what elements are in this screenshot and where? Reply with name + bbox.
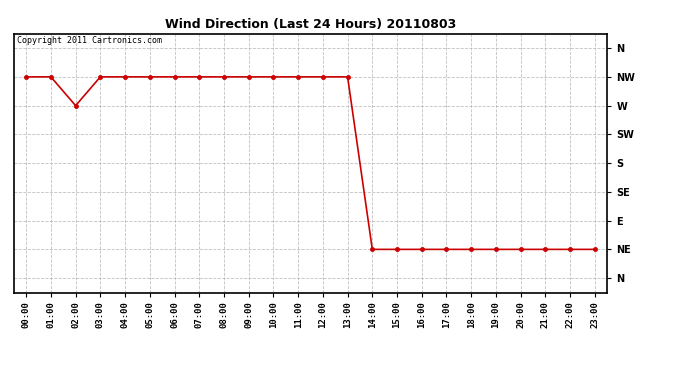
Text: Copyright 2011 Cartronics.com: Copyright 2011 Cartronics.com <box>17 36 161 45</box>
Title: Wind Direction (Last 24 Hours) 20110803: Wind Direction (Last 24 Hours) 20110803 <box>165 18 456 31</box>
